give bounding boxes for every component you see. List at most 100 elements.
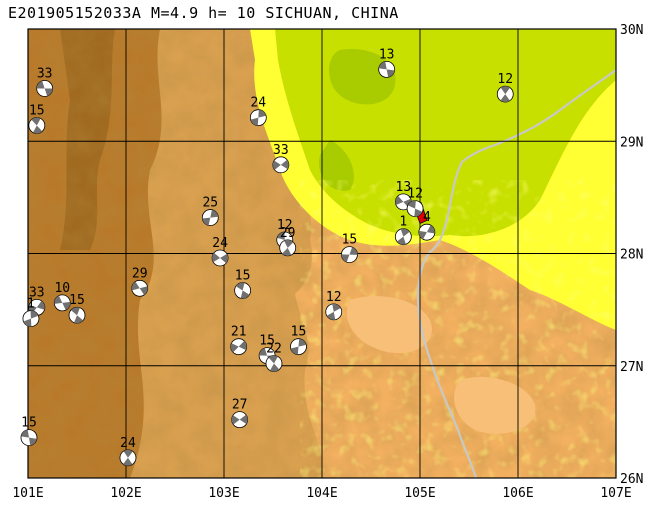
beachball-quadrant: [212, 252, 229, 264]
focal-mechanism: 15: [28, 104, 46, 134]
lat-tick-label: 30N: [620, 23, 643, 38]
lon-tick-label: 107E: [600, 486, 631, 501]
lon-tick-label: 101E: [12, 486, 43, 501]
event-depth-label: 24: [250, 96, 266, 111]
focal-mechanism: 25: [201, 196, 219, 226]
beachball-quadrant: [290, 338, 307, 355]
beachball-quadrant: [282, 239, 294, 256]
event-depth-label: 10: [54, 281, 70, 296]
beachball-quadrant: [123, 449, 133, 466]
event-depth-label: 22: [266, 342, 282, 357]
focal-mechanism: 13: [378, 47, 396, 78]
event-depth-label: 24: [120, 436, 136, 451]
beachball-quadrant: [230, 340, 247, 353]
focal-mechanism: 4: [418, 210, 436, 241]
focal-mechanism: 22: [265, 342, 283, 372]
focal-mechanism: 1: [394, 215, 412, 246]
event-depth-label: 15: [29, 104, 45, 119]
focal-mechanism: 1: [22, 297, 40, 328]
event-depth-label: 29: [280, 226, 296, 241]
lon-tick-label: 104E: [306, 486, 337, 501]
beachball-quadrant: [235, 282, 250, 299]
event-depth-label: 4: [423, 210, 431, 225]
beachball-quadrant: [407, 200, 423, 217]
lon-tick-label: 103E: [208, 486, 239, 501]
lon-tick-label: 106E: [502, 486, 533, 501]
beachball-quadrant: [250, 109, 267, 126]
event-depth-label: 33: [37, 66, 53, 81]
focal-mechanism: 15: [68, 293, 86, 324]
focal-mechanism: 10: [53, 281, 71, 312]
beachball-quadrant: [54, 295, 71, 311]
event-depth-label: 13: [379, 47, 395, 62]
beachball-quadrant: [500, 86, 511, 103]
event-depth-label: 24: [212, 236, 228, 251]
focal-mechanism: 21: [230, 325, 248, 356]
focal-mechanism: 15: [234, 269, 252, 299]
beachball-quadrant: [31, 117, 43, 134]
lat-tick-label: 26N: [620, 472, 643, 487]
beachball-quadrant: [36, 80, 53, 97]
beachball-quadrant: [272, 159, 289, 170]
event-depth-label: 12: [277, 218, 293, 233]
event-depth-label: 1: [399, 215, 407, 230]
focal-mechanism: 29: [279, 226, 297, 257]
event-depth-label: 15: [235, 269, 251, 284]
lat-tick-label: 28N: [620, 248, 643, 263]
focal-mechanism: 15: [341, 233, 358, 264]
beachball-quadrant: [326, 303, 341, 320]
beachball-quadrant: [131, 281, 148, 295]
lon-tick-label: 102E: [110, 486, 141, 501]
event-depth-label: 13: [396, 180, 412, 195]
focal-mechanism: 27: [231, 398, 249, 429]
event-depth-label: 15: [259, 334, 275, 349]
beachball-quadrant: [418, 225, 435, 240]
focal-mechanism: 15: [290, 325, 307, 356]
event-depth-label: 21: [231, 325, 247, 340]
event-depth-label: 33: [29, 285, 45, 300]
map-frame: [27, 28, 617, 479]
focal-mechanism: 12: [325, 290, 343, 321]
lat-tick-label: 29N: [620, 135, 643, 150]
focal-mechanism: 12: [406, 187, 424, 218]
map-title: E201905152033A M=4.9 h= 10 SICHUAN, CHIN…: [8, 4, 399, 22]
beachball-quadrant: [378, 61, 395, 78]
beachball-quadrant: [23, 310, 39, 327]
beachball-quadrant: [70, 307, 84, 324]
lon-tick-label: 105E: [404, 486, 435, 501]
focal-mechanism: 13: [394, 180, 412, 211]
lat-tick-label: 27N: [620, 360, 643, 375]
terrain-speckle: [300, 180, 616, 478]
event-depth-label: 12: [407, 187, 423, 202]
beachball-quadrant: [231, 414, 248, 425]
event-depth-label: 12: [497, 72, 513, 87]
event-depth-label: 15: [291, 325, 307, 340]
beachball-quadrant: [202, 209, 219, 226]
beachball-circle: [28, 117, 46, 134]
event-depth-label: 29: [132, 266, 148, 281]
focal-mechanism: 33: [272, 143, 290, 174]
province-border: [416, 69, 617, 479]
event-depth-label: 15: [342, 233, 358, 248]
longitude-ticks: 101E 102E 103E 104E 105E 106E 107E: [12, 486, 631, 501]
event-depth-label: 25: [202, 196, 218, 211]
event-depth-label: 1: [27, 297, 35, 312]
beachball-quadrant: [395, 195, 412, 208]
latitude-ticks: 30N 29N 28N 27N 26N: [620, 23, 643, 487]
beachball-quadrant: [268, 355, 280, 372]
event-depth-label: 27: [232, 398, 248, 413]
beachball-quadrant: [21, 429, 37, 446]
focal-mechanism: 33: [36, 66, 54, 97]
beachball-quadrant: [396, 228, 410, 245]
terrain-hill-light: [346, 296, 536, 434]
focal-mechanism: 24: [211, 236, 229, 267]
focal-mechanism: 24: [119, 436, 137, 467]
event-depth-label: 15: [69, 293, 85, 308]
event-depth-label: 12: [326, 290, 342, 305]
event-depth-label: 15: [21, 416, 37, 431]
terrain-basin-dark: [319, 49, 396, 191]
focal-mechanism: 12: [496, 72, 514, 103]
beachball-quadrant: [341, 247, 358, 263]
